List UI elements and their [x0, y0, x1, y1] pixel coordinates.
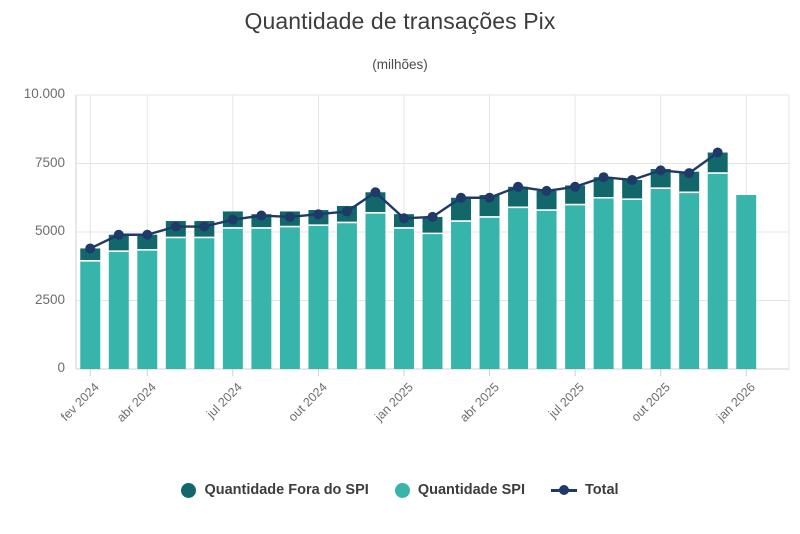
legend-label: Quantidade SPI — [417, 482, 525, 498]
bar-segment-spi — [650, 188, 671, 369]
legend-item[interactable]: Quantidade SPI — [394, 482, 525, 498]
total-line-marker — [284, 211, 295, 222]
bar-segment-spi — [707, 173, 728, 369]
bar-segment-fora-spi — [422, 216, 443, 234]
bar-segment-spi — [365, 212, 386, 369]
total-line-marker — [341, 206, 352, 217]
bar-segment-fora-spi — [251, 214, 272, 228]
bar-segment-spi — [393, 227, 414, 369]
y-axis-tick-label: 7500 — [34, 154, 65, 170]
y-axis-tick-label: 5000 — [34, 223, 65, 238]
total-line-marker — [655, 165, 666, 176]
total-line-marker — [484, 192, 495, 203]
bar-segment-spi — [736, 195, 757, 369]
total-line-marker — [541, 185, 552, 196]
y-axis-tick-label: 10.000 — [23, 86, 65, 101]
y-axis-tick-label: 0 — [57, 360, 65, 375]
bar-segment-fora-spi — [80, 248, 101, 261]
chart-subtitle: (milhões) — [372, 57, 428, 72]
total-line-marker — [398, 213, 409, 224]
legend-item[interactable]: Total — [550, 482, 619, 498]
chart-title: Quantidade de transações Pix — [244, 8, 556, 34]
bar-segment-spi — [508, 207, 529, 369]
bar-segment-fora-spi — [593, 177, 614, 198]
bar-segment-spi — [108, 251, 129, 369]
total-line-marker — [684, 168, 695, 179]
bar-segment-spi — [80, 260, 101, 369]
bar-segment-spi — [479, 216, 500, 369]
legend-swatch-icon — [181, 482, 197, 498]
bar-segment-fora-spi — [508, 186, 529, 208]
bar-segment-spi — [565, 204, 586, 369]
bar-segment-fora-spi — [565, 185, 586, 205]
bar-segment-fora-spi — [536, 190, 557, 211]
total-line-marker — [456, 192, 467, 203]
bar-segment-fora-spi — [707, 152, 728, 174]
bar-segment-spi — [593, 197, 614, 369]
total-line-marker — [227, 214, 238, 225]
bar-segment-fora-spi — [622, 179, 643, 200]
y-axis-tick-label: 2500 — [34, 291, 65, 307]
bar-segment-fora-spi — [108, 234, 129, 252]
bar-segment-spi — [251, 227, 272, 369]
total-line-marker — [142, 229, 153, 240]
bar-segment-spi — [194, 237, 215, 369]
bar-segment-spi — [279, 226, 300, 369]
legend-line-marker-icon — [550, 483, 577, 497]
bar-segment-spi — [222, 227, 243, 369]
chart-legend: Quantidade Fora do SPI Quantidade SPI Tota… — [0, 482, 800, 498]
bar-segment-fora-spi — [679, 171, 700, 193]
total-line-marker — [313, 209, 324, 220]
bar-segment-spi — [308, 225, 329, 369]
legend-item[interactable]: Quantidade Fora do SPI — [181, 482, 369, 498]
bar-segment-spi — [165, 237, 186, 369]
bar-segment-spi — [679, 192, 700, 369]
total-line-marker — [598, 172, 609, 183]
legend-label: Total — [584, 482, 619, 498]
total-line-marker — [513, 181, 524, 192]
legend-swatch-icon — [394, 482, 410, 498]
total-line-marker — [113, 229, 124, 240]
total-line-marker — [370, 187, 381, 198]
bar-segment-spi — [451, 221, 472, 369]
total-line-marker — [712, 147, 723, 158]
bar-segment-fora-spi — [650, 168, 671, 189]
bar-segment-fora-spi — [451, 197, 472, 222]
total-line-marker — [199, 221, 210, 232]
legend-label: Quantidade Fora do SPI — [204, 482, 369, 498]
bar-segment-fora-spi — [137, 234, 158, 250]
bar-segment-fora-spi — [479, 195, 500, 217]
bar-segment-spi — [536, 210, 557, 369]
bar-segment-spi — [137, 249, 158, 369]
bar-segment-spi — [336, 222, 357, 369]
bar-segment-spi — [422, 233, 443, 369]
total-line-marker — [85, 243, 96, 254]
total-line-marker — [170, 221, 181, 232]
total-line-marker — [256, 210, 267, 221]
bar-segment-spi — [622, 199, 643, 369]
total-line-marker — [627, 174, 638, 185]
total-line-marker — [427, 211, 438, 222]
total-line-marker — [570, 181, 581, 192]
